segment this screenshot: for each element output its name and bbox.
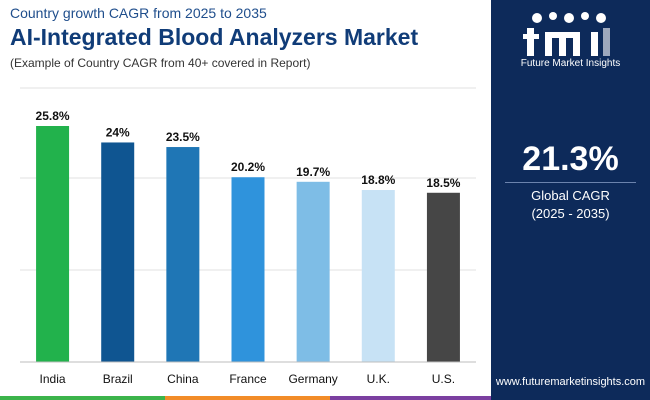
bar-chart: 25.8% India 24% Brazil 23.5% China 20.2% France… (20, 87, 476, 386)
bar-france (231, 177, 265, 362)
chart-subtitle: Country growth CAGR from 2025 to 2035 (10, 5, 267, 21)
bar-germany (296, 181, 330, 362)
data-label: 19.7% (296, 165, 330, 179)
bar-china (166, 147, 200, 362)
strip-green (0, 396, 165, 400)
bar-us (426, 192, 460, 362)
bar-uk (361, 190, 395, 362)
x-tick-label: India (40, 372, 66, 386)
global-cagr-label: Global CAGR (531, 188, 610, 203)
x-tick-label: China (167, 372, 199, 386)
logo-wordmark: Future Market Insights (520, 58, 621, 69)
data-label: 23.5% (166, 130, 200, 144)
divider (505, 182, 636, 183)
x-tick-label: U.K. (367, 372, 390, 386)
x-tick-label: Brazil (103, 372, 133, 386)
data-label: 24% (106, 125, 130, 139)
x-tick-label: France (229, 372, 267, 386)
report-note: (Example of Country CAGR from 40+ covere… (10, 56, 311, 70)
x-tick-label: Germany (288, 372, 337, 386)
data-label: 18.5% (426, 176, 460, 190)
data-label: 20.2% (231, 160, 265, 174)
x-tick-label: U.S. (432, 372, 455, 386)
fmi-logo-icon (523, 12, 610, 56)
sidebar: Future Market Insights 21.3% Global CAGR… (491, 0, 650, 400)
bar-brazil (101, 142, 135, 362)
strip-purple (330, 396, 491, 400)
global-cagr-value: 21.3% (522, 140, 619, 178)
data-label: 25.8% (36, 109, 70, 123)
website-link[interactable]: www.futuremarketinsights.com (495, 376, 646, 388)
global-cagr-period: (2025 - 2035) (531, 206, 610, 221)
bar-india (36, 126, 70, 362)
strip-orange (165, 396, 330, 400)
data-label: 18.8% (361, 173, 395, 187)
page-title: AI-Integrated Blood Analyzers Market (10, 24, 419, 50)
